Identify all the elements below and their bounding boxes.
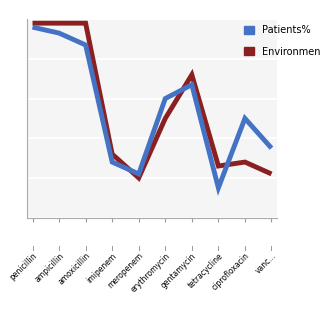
Legend: Patients%, Environment%: Patients%, Environment% xyxy=(244,24,320,58)
Text: tetracycline: tetracycline xyxy=(186,251,225,290)
Text: ampicillin: ampicillin xyxy=(33,251,65,284)
Text: amoxicillin: amoxicillin xyxy=(56,251,92,287)
Text: penicillin: penicillin xyxy=(8,251,39,282)
Text: vanc...: vanc... xyxy=(253,251,278,276)
Text: imipenem: imipenem xyxy=(85,251,118,284)
Text: ciprofloxacin: ciprofloxacin xyxy=(210,251,251,292)
Text: meropenem: meropenem xyxy=(106,251,145,290)
Text: gentamycin: gentamycin xyxy=(160,251,198,290)
Text: erythromycin: erythromycin xyxy=(129,251,172,294)
